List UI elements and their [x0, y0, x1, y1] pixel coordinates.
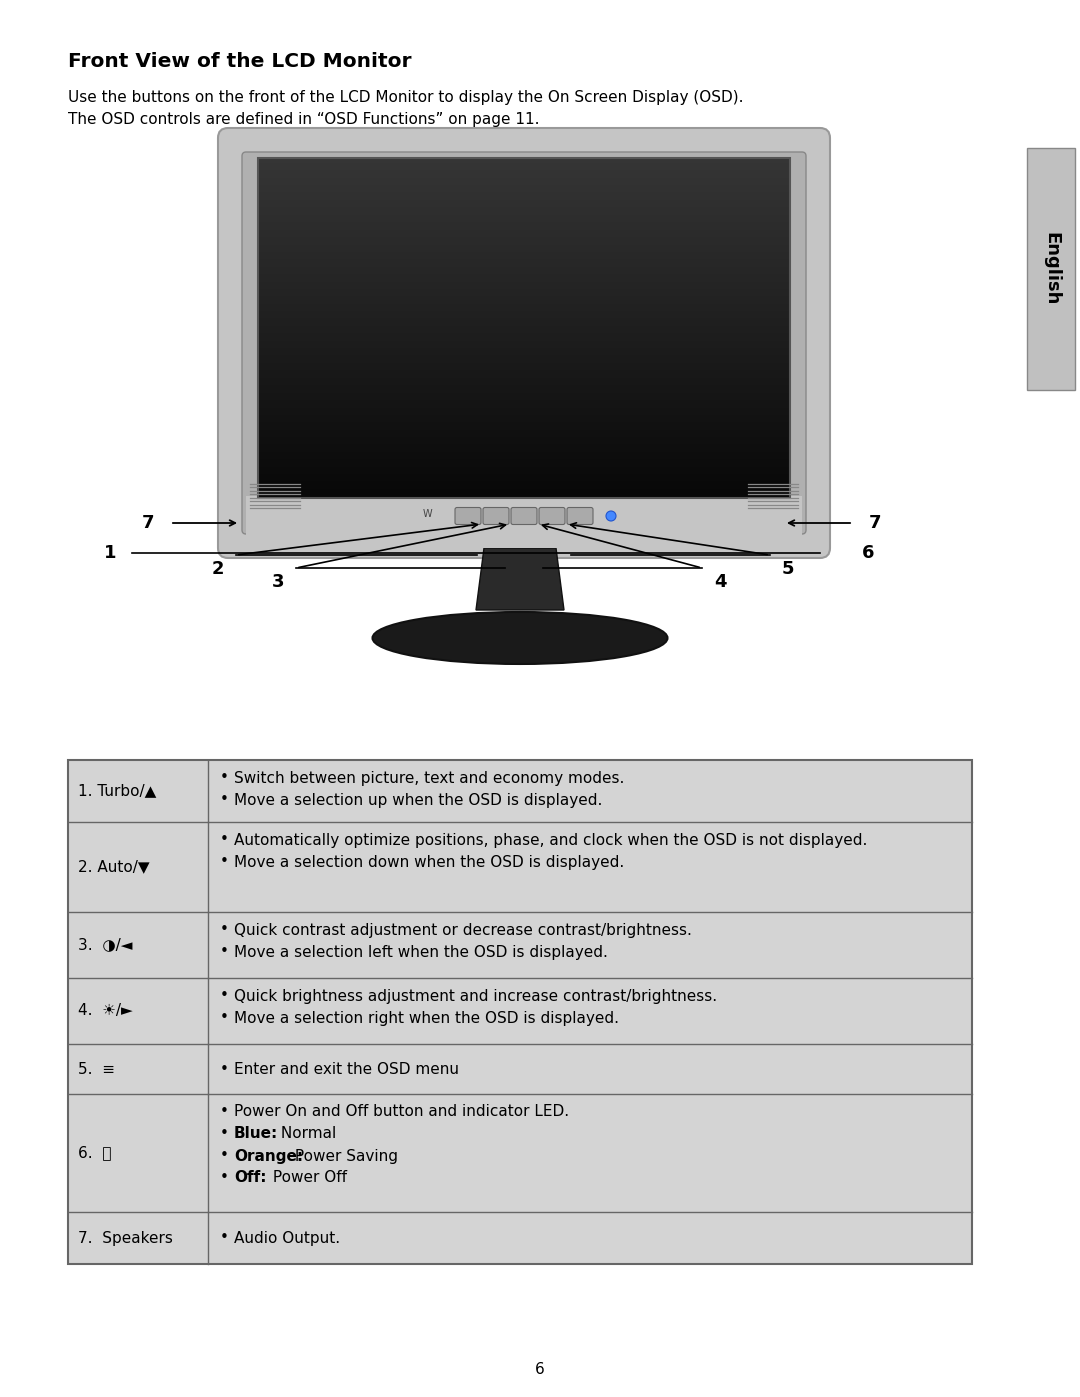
Text: •: • — [220, 989, 229, 1003]
Text: Move a selection down when the OSD is displayed.: Move a selection down when the OSD is di… — [234, 855, 624, 869]
Text: 1. Turbo/▲: 1. Turbo/▲ — [78, 784, 157, 799]
Text: Use the buttons on the front of the LCD Monitor to display the On Screen Display: Use the buttons on the front of the LCD … — [68, 89, 743, 127]
Text: 2: 2 — [212, 560, 225, 578]
Text: •: • — [220, 855, 229, 869]
FancyBboxPatch shape — [511, 507, 537, 524]
Polygon shape — [476, 548, 564, 610]
Text: 6: 6 — [535, 1362, 545, 1377]
Text: English: English — [1042, 232, 1059, 306]
Text: Move a selection right when the OSD is displayed.: Move a selection right when the OSD is d… — [234, 1010, 619, 1025]
Text: •: • — [220, 944, 229, 960]
Bar — [258, 158, 789, 497]
Text: 7.  Speakers: 7. Speakers — [78, 1231, 173, 1246]
Text: Front View of the LCD Monitor: Front View of the LCD Monitor — [68, 52, 411, 71]
Text: •: • — [220, 1105, 229, 1119]
Text: W: W — [422, 509, 432, 520]
Text: Switch between picture, text and economy modes.: Switch between picture, text and economy… — [234, 771, 624, 785]
Text: 2. Auto/▼: 2. Auto/▼ — [78, 859, 150, 875]
Text: Quick brightness adjustment and increase contrast/brightness.: Quick brightness adjustment and increase… — [234, 989, 717, 1003]
Ellipse shape — [373, 612, 667, 664]
Bar — [1027, 148, 1075, 390]
Text: 6: 6 — [862, 543, 874, 562]
Text: 3.  ◑/◄: 3. ◑/◄ — [78, 937, 133, 953]
Text: Power On and Off button and indicator LED.: Power On and Off button and indicator LE… — [234, 1105, 569, 1119]
FancyBboxPatch shape — [567, 507, 593, 524]
Text: 7: 7 — [868, 514, 881, 532]
Text: Move a selection left when the OSD is displayed.: Move a selection left when the OSD is di… — [234, 944, 608, 960]
Bar — [246, 496, 802, 548]
Text: •: • — [220, 1148, 229, 1164]
Text: Orange:: Orange: — [234, 1148, 303, 1164]
Text: Move a selection up when the OSD is displayed.: Move a selection up when the OSD is disp… — [234, 792, 603, 807]
FancyBboxPatch shape — [242, 152, 806, 534]
Text: Blue:: Blue: — [234, 1126, 279, 1141]
Text: 1: 1 — [104, 543, 117, 562]
Text: Enter and exit the OSD menu: Enter and exit the OSD menu — [234, 1062, 459, 1077]
FancyBboxPatch shape — [539, 507, 565, 524]
FancyBboxPatch shape — [218, 129, 831, 557]
Text: Normal: Normal — [275, 1126, 336, 1141]
Bar — [68, 760, 972, 1264]
Text: •: • — [220, 771, 229, 785]
Text: •: • — [220, 1126, 229, 1141]
Text: 4.  ☀/►: 4. ☀/► — [78, 1003, 133, 1018]
Text: Power Saving: Power Saving — [291, 1148, 399, 1164]
Text: •: • — [220, 1171, 229, 1186]
Text: 4: 4 — [714, 573, 726, 591]
Text: 7: 7 — [141, 514, 154, 532]
Text: Power Off: Power Off — [268, 1171, 347, 1186]
Text: Quick contrast adjustment or decrease contrast/brightness.: Quick contrast adjustment or decrease co… — [234, 922, 692, 937]
Text: 5: 5 — [782, 560, 794, 578]
Text: 3: 3 — [272, 573, 284, 591]
Text: •: • — [220, 922, 229, 937]
Text: •: • — [220, 792, 229, 807]
Text: •: • — [220, 1231, 229, 1246]
Text: 5.  ≡: 5. ≡ — [78, 1062, 114, 1077]
Text: •: • — [220, 1010, 229, 1025]
FancyBboxPatch shape — [483, 507, 509, 524]
Text: Off:: Off: — [234, 1171, 267, 1186]
Text: Automatically optimize positions, phase, and clock when the OSD is not displayed: Automatically optimize positions, phase,… — [234, 833, 867, 848]
Text: •: • — [220, 833, 229, 848]
Text: Audio Output.: Audio Output. — [234, 1231, 340, 1246]
Text: •: • — [220, 1062, 229, 1077]
Text: 6.  ⏻: 6. ⏻ — [78, 1146, 111, 1161]
Circle shape — [606, 511, 616, 521]
FancyBboxPatch shape — [455, 507, 481, 524]
